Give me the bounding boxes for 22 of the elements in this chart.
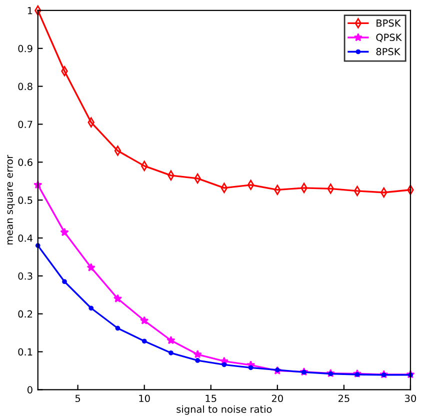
x-tick-label: 20 [272,394,283,402]
x-tick-label: 5 [75,394,80,402]
y-tick-label: 0.6 [18,158,32,166]
y-tick-label: 0.9 [18,44,32,52]
y-tick-label: 0.7 [18,120,32,128]
x-tick-label: 15 [206,394,216,402]
y-tick-label: 0.1 [18,348,32,356]
x-axis-title: signal to noise ratio [176,405,272,415]
y-tick-label: 0 [27,386,32,394]
x-tick-label: 25 [338,394,350,402]
y-axis-title: mean square error [7,154,15,244]
legend-label: BPSK [376,19,401,27]
y-tick-label: 0.5 [18,196,32,204]
legend-label: 8PSK [376,48,400,56]
y-tick-label: 0.8 [18,82,32,90]
x-tick-label: 30 [405,394,416,402]
y-tick-label: 0.3 [18,272,32,280]
y-tick-label: 0.4 [18,234,32,242]
y-tick-label: 0.2 [18,310,32,318]
y-tick-label: 1 [28,7,32,14]
x-tick-label: 10 [139,394,150,402]
legend-label: QPSK [376,34,402,42]
